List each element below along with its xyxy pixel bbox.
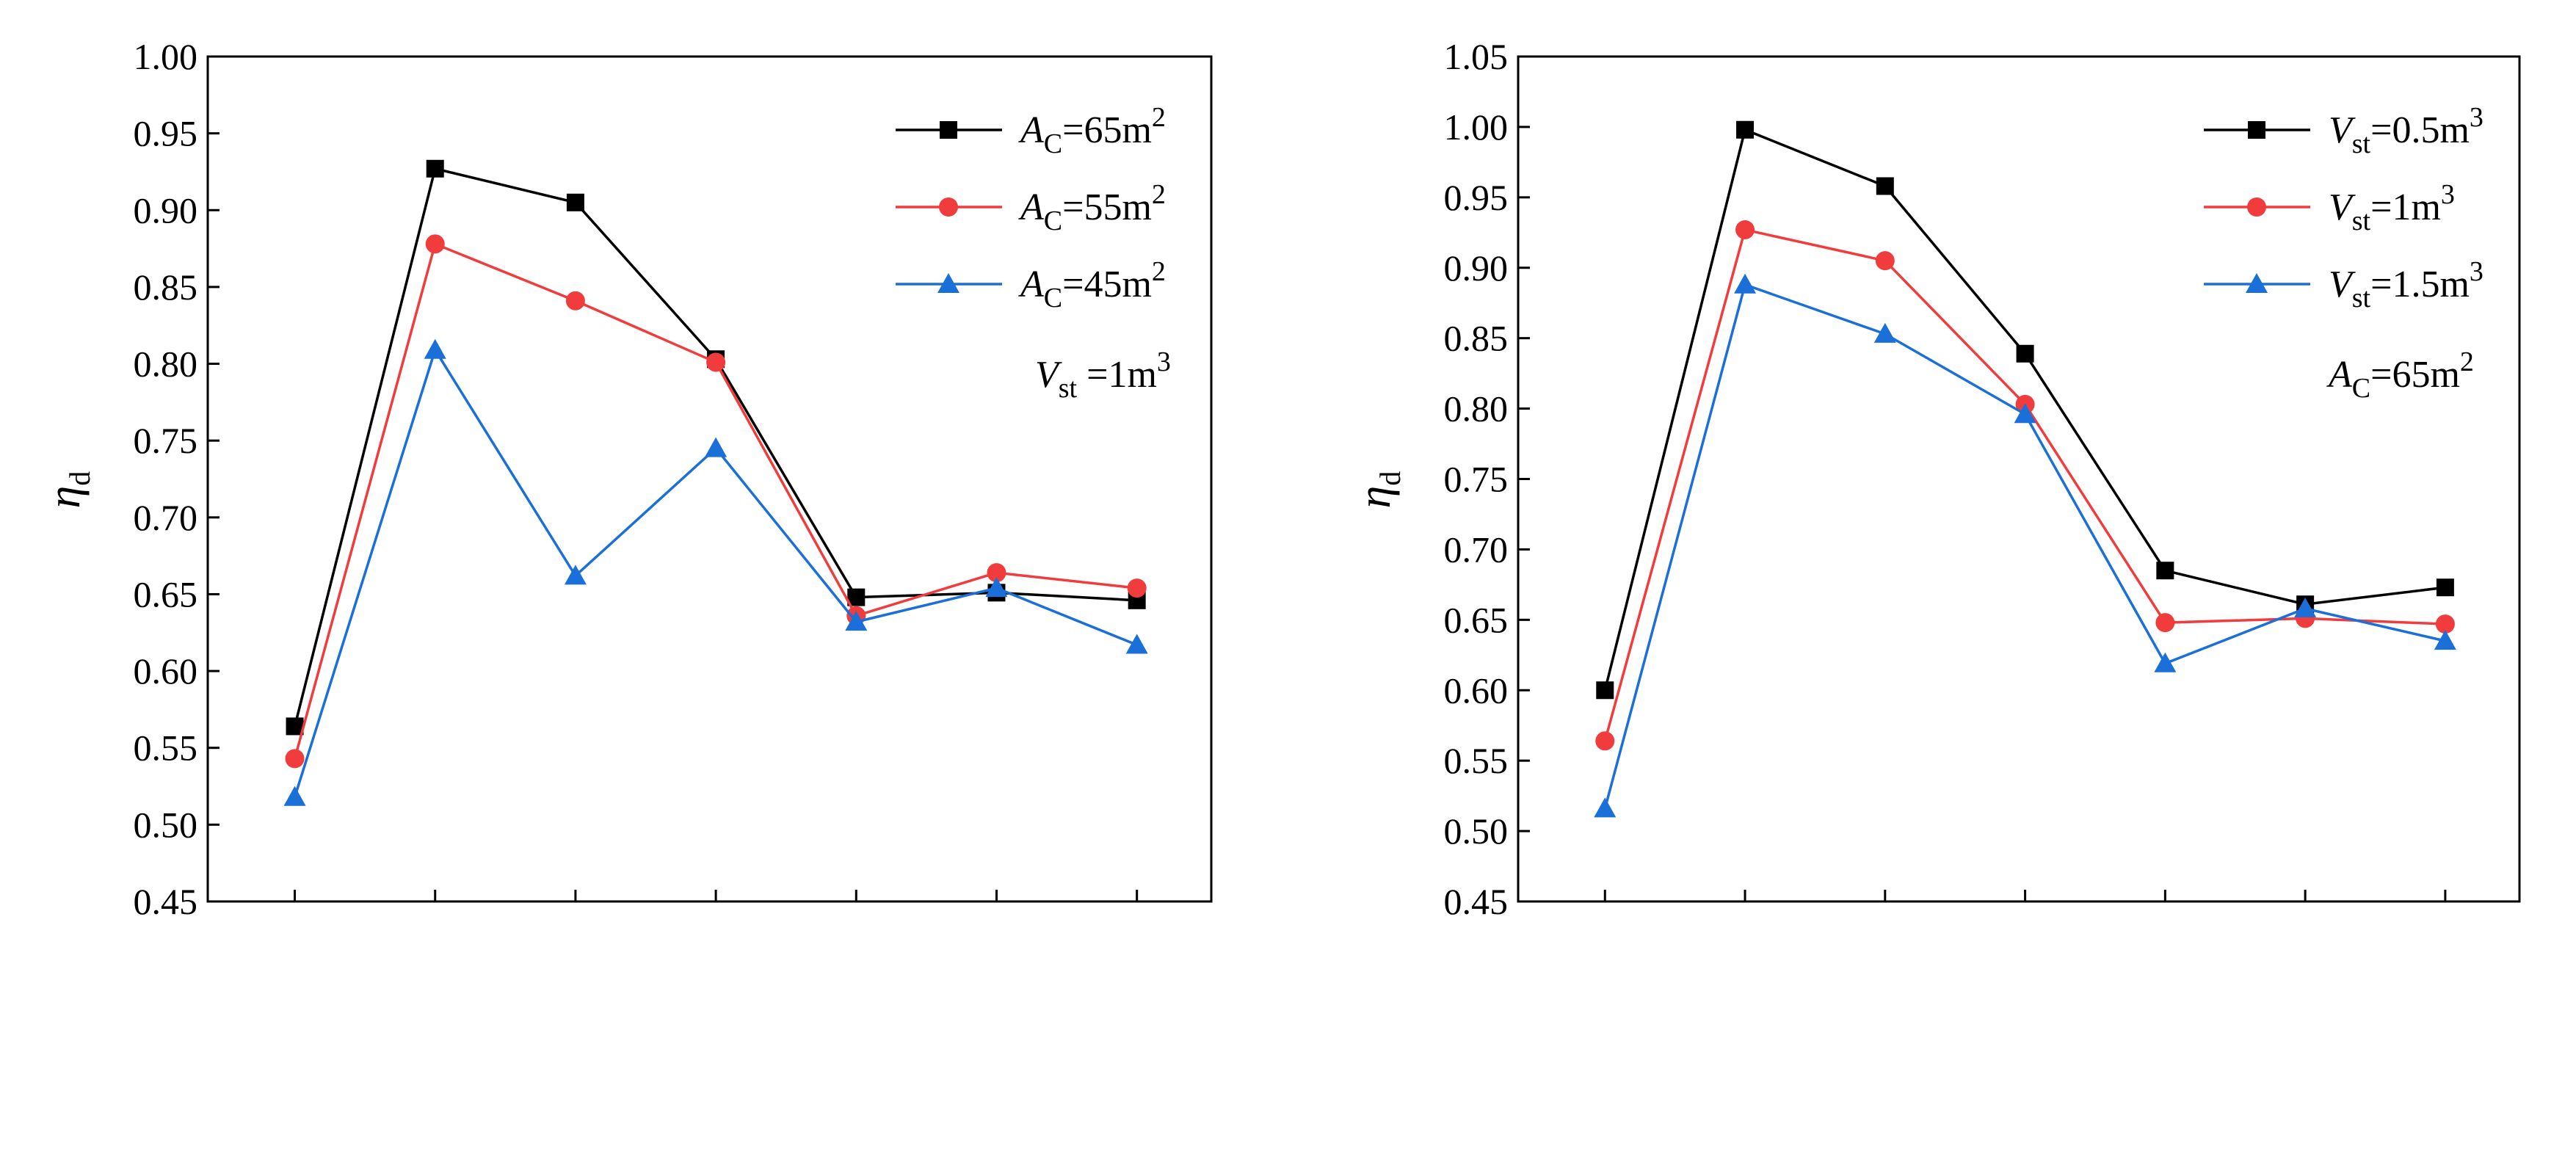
chart-panel-a: 0.45 0.50 0.55 0.60 0.65 0.70 0.75 0.80 0.85 0.90… — [40, 36, 1213, 922]
y-tick-label: 0.85 — [1444, 318, 1509, 359]
legend-marker — [939, 197, 958, 217]
y-tick-label: 0.80 — [1444, 388, 1509, 429]
legend-label: AC=55m2 — [1018, 179, 1166, 236]
y-tick-label: 0.50 — [134, 804, 198, 845]
data-point — [845, 611, 868, 631]
data-point — [1125, 634, 1148, 654]
legend-label: Vst=0.5m3 — [2329, 102, 2484, 159]
annotation-label: AC=65m2 — [2326, 346, 2474, 404]
y-tick-label: 0.65 — [134, 573, 198, 614]
y-tick-label: 0.70 — [1444, 529, 1509, 570]
data-point — [2016, 344, 2034, 363]
y-tick-label: 0.95 — [134, 113, 198, 154]
y-tick-label: 1.00 — [1444, 106, 1509, 148]
data-point — [1595, 731, 1615, 751]
legend-entry: AC=55m2 — [896, 179, 1166, 236]
data-point — [1596, 681, 1614, 700]
y-tick-label: 0.55 — [1444, 740, 1509, 781]
data-point — [985, 577, 1008, 598]
y-tick-label: 0.90 — [1444, 247, 1509, 288]
data-point — [425, 234, 445, 254]
data-point — [2155, 613, 2175, 633]
legend-marker — [2246, 273, 2268, 293]
legend-entry: Vst=0.5m3 — [2204, 102, 2484, 159]
data-point — [2436, 578, 2454, 597]
data-point — [2154, 652, 2177, 672]
legend-marker — [940, 121, 957, 139]
data-point — [2435, 614, 2455, 634]
legend-entry: Vst=1m3 — [2204, 179, 2455, 236]
legend-marker — [2248, 121, 2265, 139]
series-2 — [283, 338, 1148, 806]
data-point — [1873, 322, 1896, 343]
data-point — [2014, 403, 2036, 424]
chart-panel-b: 0.45 0.50 0.55 0.60 0.65 0.70 0.75 0.80 0.85 0.90… — [1350, 36, 2521, 922]
data-point — [2294, 597, 2317, 617]
data-point — [987, 563, 1006, 583]
data-point — [565, 291, 585, 311]
data-point — [706, 352, 726, 372]
series-line — [1603, 228, 2445, 741]
legend: Vst=0.5m3 Vst=1m3 Vst=1.5m3 — [2204, 102, 2484, 313]
data-point — [1875, 251, 1895, 271]
data-point — [1735, 219, 1755, 239]
y-axis-title: ηd — [1350, 471, 1407, 509]
legend-entry: AC=65m2 — [896, 102, 1166, 159]
y-tick-label: 0.85 — [134, 266, 198, 308]
data-point — [1736, 120, 1755, 139]
series-1 — [1595, 219, 2455, 751]
y-tick-label: 0.50 — [1444, 810, 1509, 852]
data-point — [1734, 273, 1757, 294]
y-tick-label: 0.60 — [1444, 669, 1509, 711]
legend-label: Vst=1m3 — [2329, 179, 2455, 236]
y-tick-label: 0.45 — [134, 881, 198, 922]
legend-label: AC=45m2 — [1018, 256, 1166, 313]
y-tick-label: 0.90 — [134, 189, 198, 231]
legend-marker — [937, 273, 959, 293]
y-tick-label: 0.45 — [1444, 881, 1509, 922]
data-point — [2434, 630, 2456, 650]
legend-marker — [2247, 197, 2266, 217]
plot-frame — [1517, 55, 2521, 903]
series-1 — [285, 234, 1147, 769]
y-tick-label: 0.80 — [134, 344, 198, 385]
data-point — [283, 785, 306, 806]
data-point — [564, 565, 587, 585]
y-tick-label: 1.05 — [1444, 36, 1509, 77]
data-point — [566, 193, 584, 211]
series-line — [293, 242, 1137, 759]
annotation-label: Vst =1m3 — [1035, 346, 1171, 404]
y-tick-label: 0.75 — [1444, 459, 1509, 500]
data-point — [705, 437, 728, 457]
data-point — [1127, 578, 1147, 598]
data-point — [1594, 797, 1617, 818]
legend: AC=65m2 AC=55m2 AC=45m2 — [896, 102, 1166, 313]
series-2 — [1594, 273, 2456, 818]
data-point — [285, 749, 305, 769]
y-tick-label: 0.55 — [134, 727, 198, 769]
plot-frame — [206, 55, 1213, 903]
y-tick-label: 0.95 — [1444, 177, 1509, 218]
y-tick-label: 0.65 — [1444, 599, 1509, 640]
series-line — [1603, 283, 2446, 809]
legend-label: Vst=1.5m3 — [2329, 256, 2484, 313]
y-tick-label: 0.60 — [134, 650, 198, 692]
legend-entry: Vst=1.5m3 — [2204, 256, 2484, 313]
legend-label: AC=65m2 — [1018, 102, 1166, 159]
data-point — [2156, 562, 2174, 580]
y-tick-label: 0.75 — [134, 420, 198, 461]
data-point — [424, 338, 446, 359]
y-axis-title: ηd — [40, 471, 96, 509]
data-point — [1876, 177, 1894, 195]
y-tick-label: 1.00 — [134, 36, 198, 77]
legend-entry: AC=45m2 — [896, 256, 1166, 313]
y-tick-label: 0.70 — [134, 497, 198, 538]
data-point — [426, 159, 444, 178]
